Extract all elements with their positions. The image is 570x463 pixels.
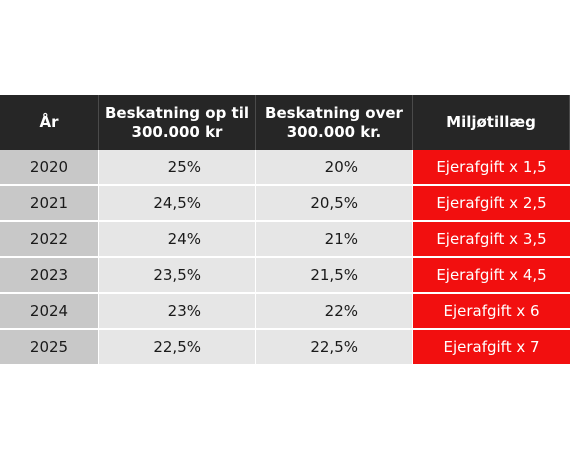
row-miljo: Ejerafgift x 6 (413, 294, 570, 330)
row-up-to: 22,5% (99, 330, 256, 366)
row-year: 2022 (0, 222, 99, 258)
row-over: 22,5% (256, 330, 413, 366)
row-up-to: 25% (99, 150, 256, 186)
row-year: 2024 (0, 294, 99, 330)
row-miljo: Ejerafgift x 7 (413, 330, 570, 366)
row-over: 22% (256, 294, 413, 330)
row-year: 2025 (0, 330, 99, 366)
row-year: 2020 (0, 150, 99, 186)
row-over: 21% (256, 222, 413, 258)
row-miljo: Ejerafgift x 3,5 (413, 222, 570, 258)
row-miljo: Ejerafgift x 1,5 (413, 150, 570, 186)
row-over: 20% (256, 150, 413, 186)
header-miljo: Miljøtillæg (413, 95, 570, 150)
row-up-to: 24,5% (99, 186, 256, 222)
row-up-to: 23,5% (99, 258, 256, 294)
row-year: 2023 (0, 258, 99, 294)
row-year: 2021 (0, 186, 99, 222)
header-over: Beskatning over 300.000 kr. (256, 95, 413, 150)
tax-table: År Beskatning op til 300.000 kr Beskatni… (0, 95, 570, 366)
header-up-to: Beskatning op til 300.000 kr (99, 95, 256, 150)
header-year: År (0, 95, 99, 150)
row-up-to: 23% (99, 294, 256, 330)
row-over: 21,5% (256, 258, 413, 294)
row-over: 20,5% (256, 186, 413, 222)
row-miljo: Ejerafgift x 4,5 (413, 258, 570, 294)
row-miljo: Ejerafgift x 2,5 (413, 186, 570, 222)
row-up-to: 24% (99, 222, 256, 258)
